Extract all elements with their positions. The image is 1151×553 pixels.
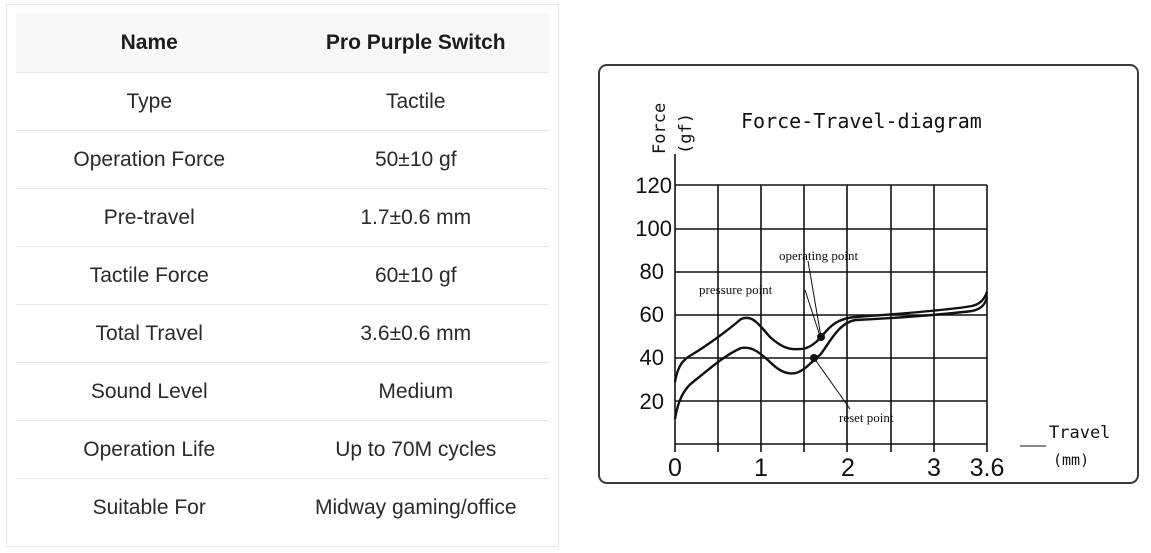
row-name: Operation Force [16,130,283,189]
table-header-row: Name Pro Purple Switch [16,13,549,73]
force-travel-diagram-frame [598,64,1139,484]
table-row: Pre-travel 1.7±0.6 mm [16,188,549,247]
operating-point-label: operating point [779,248,858,263]
force-curve-press [673,291,989,383]
table-row: Operation Force 50±10 gf [16,130,549,189]
operating-point-leader [807,260,822,338]
force-travel-diagram: Force-Travel-diagram Force (gf) 120 100 … [635,103,1110,482]
header-name: Name [16,13,283,73]
table-row: Operation Life Up to 70M cycles [16,420,549,479]
table-row: Total Travel 3.6±0.6 mm [16,304,549,363]
row-value: Up to 70M cycles [282,420,549,479]
y-tick-label: 100 [635,216,672,241]
reset-point-leader [813,357,851,410]
table-row: Sound Level Medium [16,362,549,421]
row-value: 3.6±0.6 mm [282,304,549,363]
row-value: 1.7±0.6 mm [282,188,549,247]
reset-point-label: reset point [839,410,894,425]
y-axis-label: Force [650,103,670,154]
row-name: Type [16,72,283,131]
row-name: Suitable For [16,478,283,536]
row-value: 60±10 gf [282,246,549,305]
diagram-title: Force-Travel-diagram [741,109,982,133]
table-row: Suitable For Midway gaming/office [16,478,549,536]
y-axis-unit: (gf) [676,113,696,154]
x-tick-label: 1 [754,454,768,482]
row-value: Midway gaming/office [282,478,549,536]
row-name: Total Travel [16,304,283,363]
row-name: Operation Life [16,420,283,479]
row-name: Pre-travel [16,188,283,247]
x-tick-label: 3 [927,454,941,482]
spec-table-frame [6,4,559,547]
y-tick-label: 40 [640,345,664,370]
x-axis-label: Travel [1049,423,1110,443]
row-value: 50±10 gf [282,130,549,189]
grid [674,154,988,452]
table-row: Tactile Force 60±10 gf [16,246,549,305]
y-tick-label: 120 [635,173,672,198]
pressure-point-leader [804,289,821,337]
row-name: Tactile Force [16,246,283,305]
x-axis-unit: (mm) [1053,451,1089,469]
y-tick-label: 20 [640,389,664,414]
header-value: Pro Purple Switch [282,13,549,73]
row-value: Tactile [282,72,549,131]
x-tick-label: 2 [841,454,855,482]
row-name: Sound Level [16,362,283,421]
row-value: Medium [282,362,549,421]
spec-table: Name Pro Purple Switch Type Tactile Oper… [16,13,549,536]
y-tick-label: 80 [640,259,664,284]
x-tick-label: 0 [668,454,682,482]
y-tick-label: 60 [640,302,664,327]
x-tick-label: 3.6 [970,454,1005,482]
force-curve-release [673,296,989,420]
table-row: Type Tactile [16,72,549,131]
pressure-point-label: pressure point [699,282,773,297]
